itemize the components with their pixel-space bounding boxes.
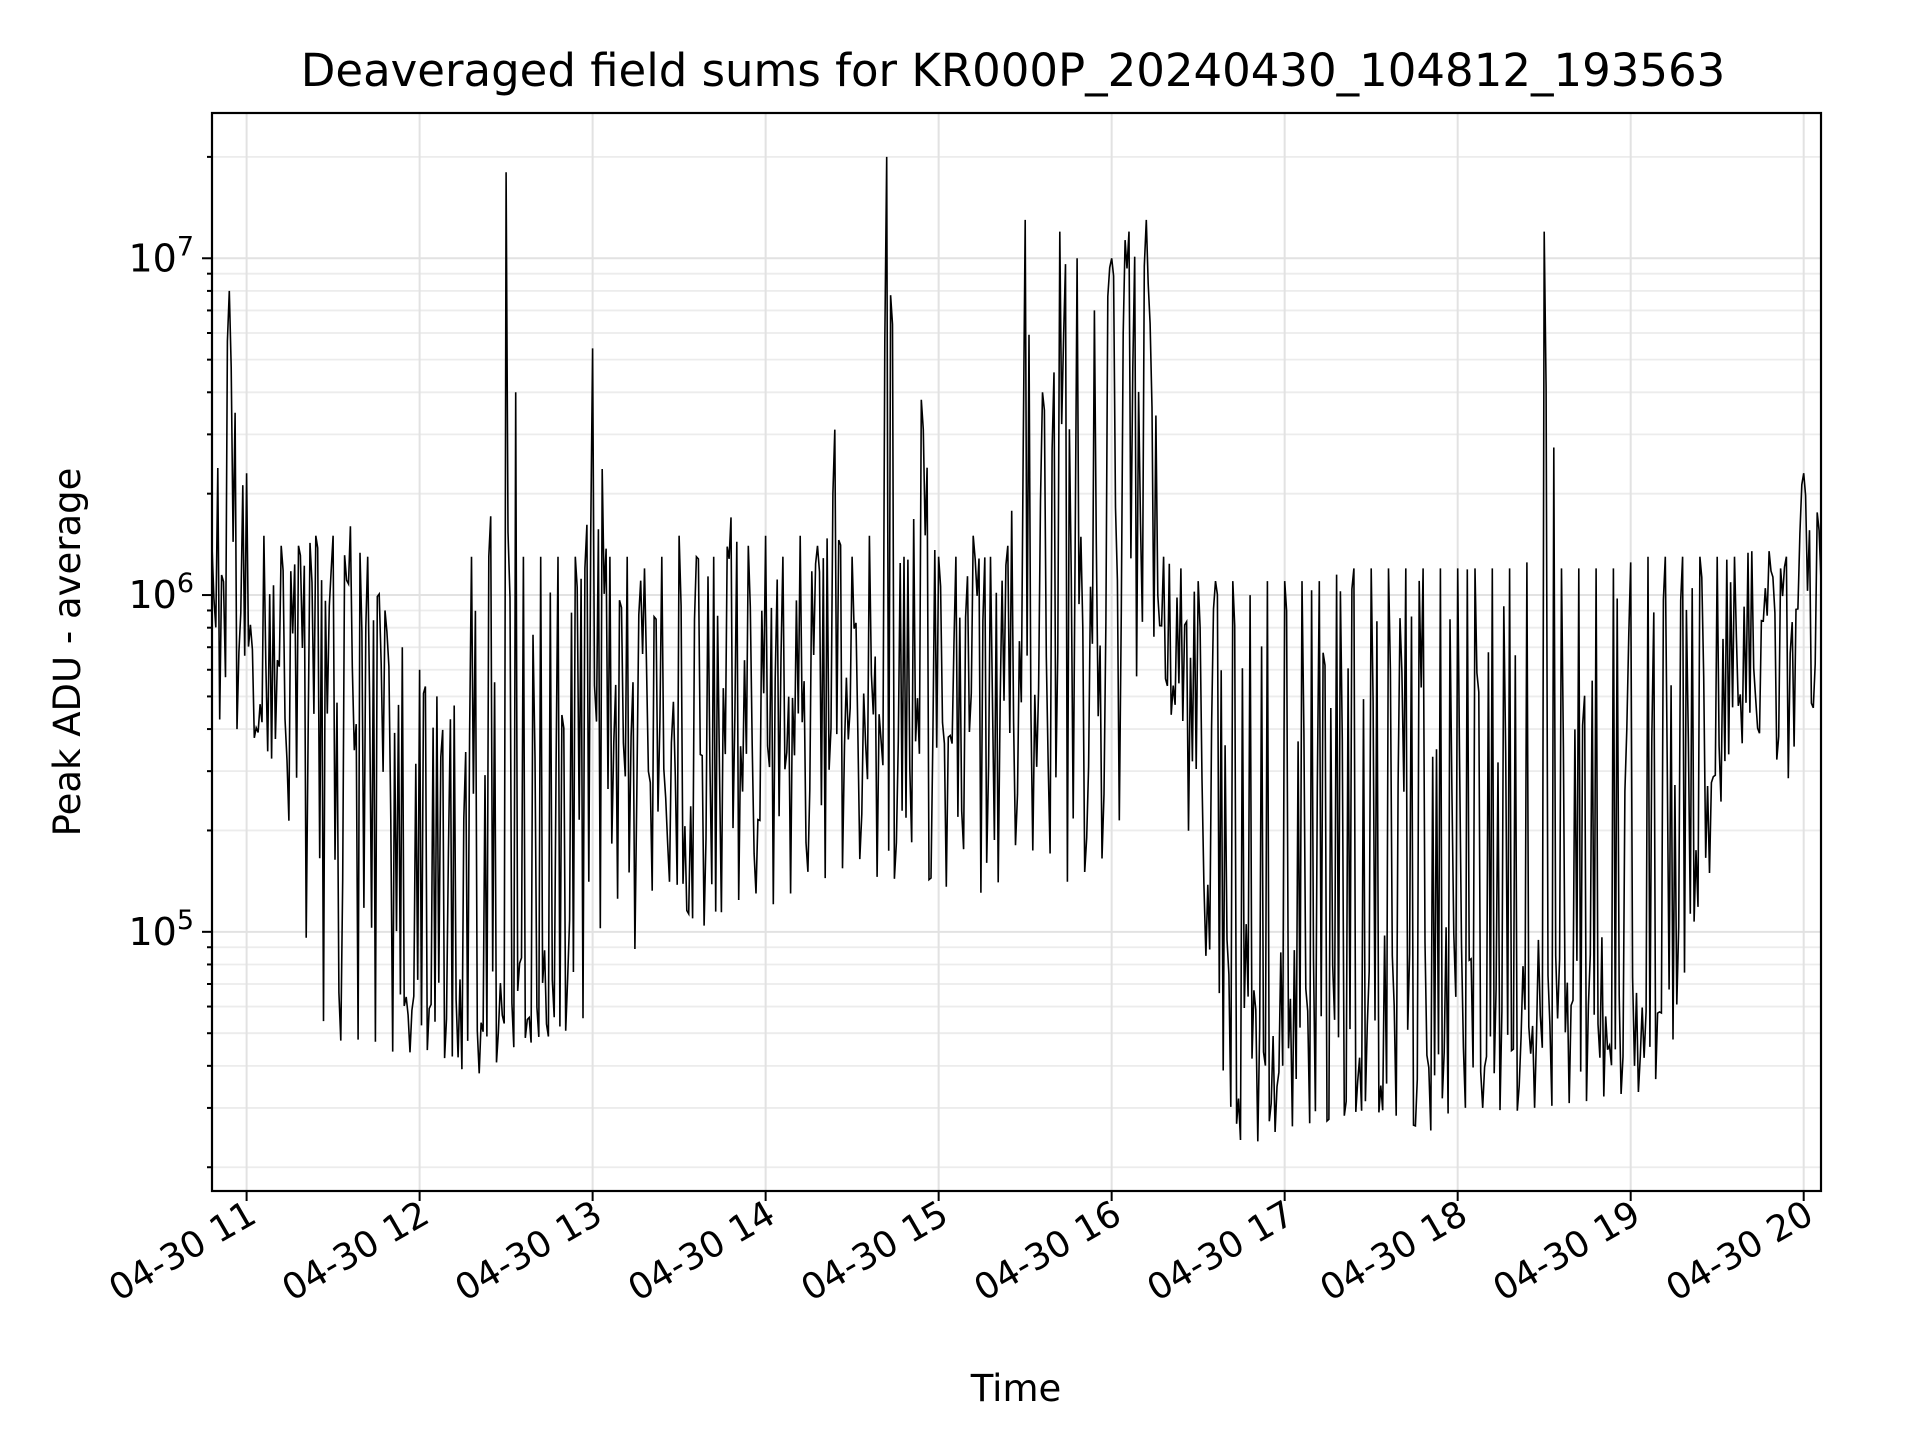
y-tick-label-base: 10 [128,573,176,617]
y-tick-label: 107 [128,231,194,280]
plot-area [211,156,1822,1142]
y-tick-label: 106 [128,568,194,617]
y-tick-label: 105 [128,905,194,954]
series-line [211,156,1822,1142]
y-tick-label-base: 10 [128,910,176,954]
chart-title: Deaveraged field sums for KR000P_2024043… [301,44,1725,97]
y-tick-label-base: 10 [128,236,176,280]
x-axis-label: Time [970,1367,1062,1410]
y-axis-label: Peak ADU - average [46,468,89,837]
y-tick-label-exponent: 7 [177,231,194,262]
axes-frame [210,111,1823,1193]
y-tick-label-exponent: 5 [177,905,194,936]
y-tick-label-exponent: 6 [177,568,194,599]
